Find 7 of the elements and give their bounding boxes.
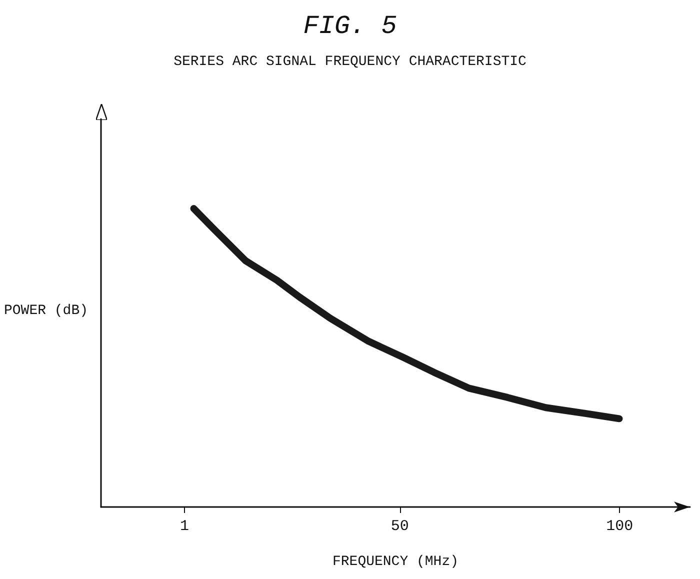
chart-title: FIG. 5 — [303, 11, 397, 41]
x-tick-label: 100 — [606, 518, 634, 535]
y-axis-title: POWER (dB) — [4, 303, 88, 319]
chart-subtitle: SERIES ARC SIGNAL FREQUENCY CHARACTERISTIC — [174, 54, 526, 70]
x-axis-title: FREQUENCY (MHz) — [332, 554, 459, 570]
x-tick-label: 1 — [180, 518, 190, 535]
x-tick-label: 50 — [390, 518, 409, 535]
